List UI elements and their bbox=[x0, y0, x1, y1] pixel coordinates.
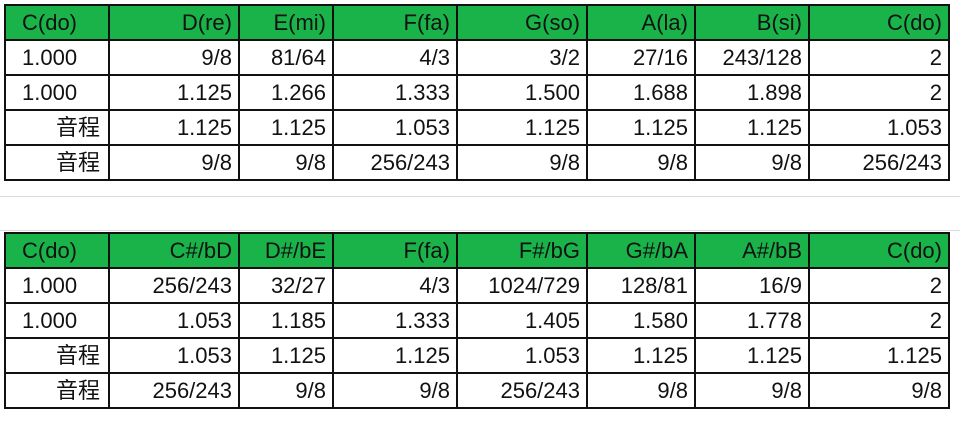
table-cell[interactable]: 243/128 bbox=[694, 39, 810, 76]
table-cell[interactable]: 1.125 bbox=[108, 109, 240, 146]
header-cell[interactable]: E(mi) bbox=[238, 4, 334, 41]
table-cell[interactable]: 128/81 bbox=[586, 267, 696, 304]
table-cell[interactable]: 1.000 bbox=[4, 74, 110, 111]
table-cell[interactable]: 音程 bbox=[4, 144, 110, 181]
table-cell[interactable]: 9/8 bbox=[238, 144, 334, 181]
table-cell[interactable]: 1024/729 bbox=[456, 267, 588, 304]
table-cell[interactable]: 1.053 bbox=[808, 109, 950, 146]
table-cell[interactable]: 1.125 bbox=[694, 109, 810, 146]
header-cell[interactable]: A(la) bbox=[586, 4, 696, 41]
header-cell[interactable]: G(so) bbox=[456, 4, 588, 41]
table-cell[interactable]: 2 bbox=[808, 267, 950, 304]
header-cell[interactable]: C#/bD bbox=[108, 232, 240, 269]
table-cell[interactable]: 1.185 bbox=[238, 302, 334, 339]
table-cell[interactable]: 9/8 bbox=[108, 39, 240, 76]
table-cell[interactable]: 2 bbox=[808, 74, 950, 111]
table-cell[interactable]: 9/8 bbox=[808, 372, 950, 409]
header-cell[interactable]: C(do) bbox=[808, 232, 950, 269]
empty-row-gridline bbox=[0, 230, 960, 231]
table-cell[interactable]: 1.125 bbox=[586, 109, 696, 146]
table-cell[interactable]: 1.688 bbox=[586, 74, 696, 111]
header-cell[interactable]: F(fa) bbox=[332, 232, 458, 269]
table-cell[interactable]: 1.125 bbox=[694, 337, 810, 374]
table-cell[interactable]: 1.500 bbox=[456, 74, 588, 111]
table-cell[interactable]: 1.053 bbox=[108, 337, 240, 374]
table-cell[interactable]: 1.000 bbox=[4, 39, 110, 76]
table-row: 音程 9/8 9/8 256/243 9/8 9/8 9/8 256/243 bbox=[4, 144, 950, 181]
table-cell[interactable]: 1.266 bbox=[238, 74, 334, 111]
interval-table-chromatic: C(do) C#/bD D#/bE F(fa) F#/bG G#/bA A#/bB C(do)… bbox=[4, 232, 950, 409]
header-cell[interactable]: B(si) bbox=[694, 4, 810, 41]
table-row: 1.000 1.125 1.266 1.333 1.500 1.688 1.898 2 bbox=[4, 74, 950, 111]
table-cell[interactable]: 1.125 bbox=[238, 109, 334, 146]
header-cell[interactable]: C(do) bbox=[808, 4, 950, 41]
table-cell[interactable]: 1.125 bbox=[238, 337, 334, 374]
table-cell[interactable]: 音程 bbox=[4, 109, 110, 146]
table-cell[interactable]: 1.125 bbox=[808, 337, 950, 374]
table-cell[interactable]: 1.125 bbox=[586, 337, 696, 374]
table-cell[interactable]: 9/8 bbox=[694, 372, 810, 409]
header-cell[interactable]: F#/bG bbox=[456, 232, 588, 269]
table-cell[interactable]: 9/8 bbox=[332, 372, 458, 409]
table-cell[interactable]: 1.333 bbox=[332, 74, 458, 111]
header-cell[interactable]: C(do) bbox=[4, 232, 110, 269]
table-cell[interactable]: 音程 bbox=[4, 337, 110, 374]
table-cell[interactable]: 256/243 bbox=[332, 144, 458, 181]
table-cell[interactable]: 1.333 bbox=[332, 302, 458, 339]
header-cell[interactable]: A#/bB bbox=[694, 232, 810, 269]
table-row: 1.000 9/8 81/64 4/3 3/2 27/16 243/128 2 bbox=[4, 39, 950, 76]
table-cell[interactable]: 256/243 bbox=[456, 372, 588, 409]
table-cell[interactable]: 1.053 bbox=[332, 109, 458, 146]
table-cell[interactable]: 1.000 bbox=[4, 302, 110, 339]
empty-row-gridline bbox=[0, 196, 960, 197]
table-cell[interactable]: 1.053 bbox=[456, 337, 588, 374]
table-cell[interactable]: 9/8 bbox=[586, 144, 696, 181]
table-row: 音程 1.125 1.125 1.053 1.125 1.125 1.125 1.053 bbox=[4, 109, 950, 146]
table-cell[interactable]: 256/243 bbox=[108, 267, 240, 304]
table-cell[interactable]: 81/64 bbox=[238, 39, 334, 76]
table-cell[interactable]: 音程 bbox=[4, 372, 110, 409]
table-cell[interactable]: 9/8 bbox=[238, 372, 334, 409]
interval-table-natural: C(do) D(re) E(mi) F(fa) G(so) A(la) B(si) C(do)… bbox=[4, 4, 950, 181]
table-cell[interactable]: 1.000 bbox=[4, 267, 110, 304]
header-cell[interactable]: F(fa) bbox=[332, 4, 458, 41]
table-cell[interactable]: 3/2 bbox=[456, 39, 588, 76]
table-cell[interactable]: 4/3 bbox=[332, 267, 458, 304]
table-cell[interactable]: 256/243 bbox=[108, 372, 240, 409]
table-cell[interactable]: 2 bbox=[808, 39, 950, 76]
table-cell[interactable]: 1.580 bbox=[586, 302, 696, 339]
table-cell[interactable]: 1.125 bbox=[332, 337, 458, 374]
table-cell[interactable]: 9/8 bbox=[694, 144, 810, 181]
table-cell[interactable]: 9/8 bbox=[586, 372, 696, 409]
header-cell[interactable]: D#/bE bbox=[238, 232, 334, 269]
table-cell[interactable]: 1.778 bbox=[694, 302, 810, 339]
table-cell[interactable]: 1.053 bbox=[108, 302, 240, 339]
header-row: C(do) D(re) E(mi) F(fa) G(so) A(la) B(si) C(do) bbox=[4, 4, 950, 41]
table-row: 音程 1.053 1.125 1.125 1.053 1.125 1.125 1.125 bbox=[4, 337, 950, 374]
table-cell[interactable]: 27/16 bbox=[586, 39, 696, 76]
header-cell[interactable]: G#/bA bbox=[586, 232, 696, 269]
table-cell[interactable]: 16/9 bbox=[694, 267, 810, 304]
table-cell[interactable]: 4/3 bbox=[332, 39, 458, 76]
table-cell[interactable]: 1.898 bbox=[694, 74, 810, 111]
table-cell[interactable]: 1.125 bbox=[456, 109, 588, 146]
table-row: 1.000 1.053 1.185 1.333 1.405 1.580 1.778 2 bbox=[4, 302, 950, 339]
table-cell[interactable]: 2 bbox=[808, 302, 950, 339]
header-cell[interactable]: D(re) bbox=[108, 4, 240, 41]
table-row: 音程 256/243 9/8 9/8 256/243 9/8 9/8 9/8 bbox=[4, 372, 950, 409]
table-cell[interactable]: 256/243 bbox=[808, 144, 950, 181]
table-cell[interactable]: 9/8 bbox=[456, 144, 588, 181]
table-cell[interactable]: 1.125 bbox=[108, 74, 240, 111]
table-cell[interactable]: 9/8 bbox=[108, 144, 240, 181]
header-row: C(do) C#/bD D#/bE F(fa) F#/bG G#/bA A#/bB C(do) bbox=[4, 232, 950, 269]
header-cell[interactable]: C(do) bbox=[4, 4, 110, 41]
table-cell[interactable]: 1.405 bbox=[456, 302, 588, 339]
table-cell[interactable]: 32/27 bbox=[238, 267, 334, 304]
table-row: 1.000 256/243 32/27 4/3 1024/729 128/81 16/9 2 bbox=[4, 267, 950, 304]
